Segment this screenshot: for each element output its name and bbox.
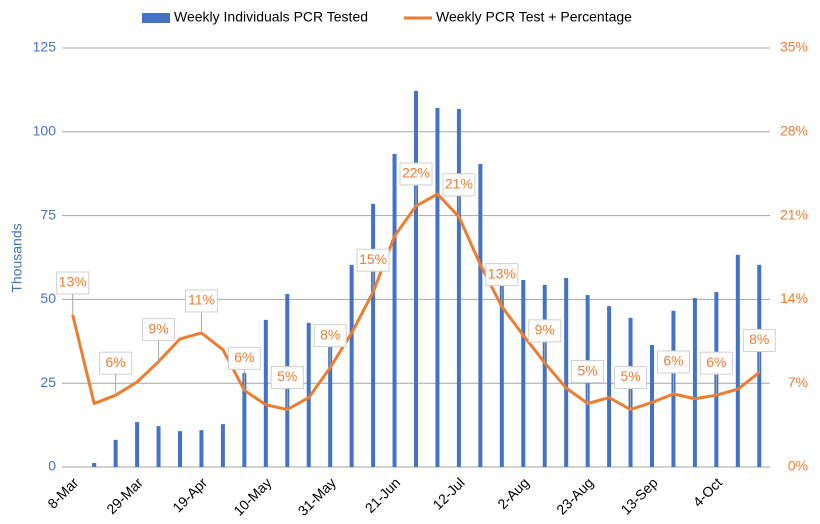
x-tick-label: 2-Aug (494, 474, 532, 512)
bar (349, 264, 354, 467)
value-label-box (99, 351, 133, 375)
x-tick-label: 21-Jun (362, 474, 404, 516)
value-label-box (399, 162, 433, 186)
y2-tick-label: 28% (780, 123, 808, 139)
y2-tick-label: 35% (780, 39, 808, 55)
value-label: 15% (359, 251, 387, 267)
y-tick-label: 125 (33, 39, 57, 55)
bar (521, 279, 526, 467)
bar (92, 462, 97, 467)
bar (178, 431, 182, 467)
value-label-box (356, 248, 390, 272)
bar (692, 298, 697, 467)
y2-tick-label: 21% (780, 206, 808, 222)
x-tick-label: 31-May (295, 474, 339, 518)
value-label: 8% (749, 331, 769, 347)
value-label: 21% (445, 176, 473, 192)
value-label-box (528, 319, 562, 343)
value-label: 22% (402, 165, 430, 181)
value-label: 13% (59, 274, 87, 290)
value-label: 11% (188, 292, 215, 308)
value-label: 5% (620, 368, 640, 384)
legend-label: Weekly PCR Test + Percentage (436, 9, 632, 25)
value-label: 9% (535, 322, 555, 338)
bar (564, 277, 569, 467)
value-label: 6% (106, 354, 126, 370)
bar (328, 331, 333, 467)
y-tick-label: 0 (48, 458, 56, 474)
x-tick-label: 23-Aug (553, 474, 596, 517)
bar (607, 306, 612, 467)
bar (242, 373, 247, 467)
value-label-box (313, 324, 347, 348)
value-label-box (184, 289, 218, 313)
y-axis-title: Thousands (9, 223, 25, 292)
bar (435, 108, 440, 468)
x-tick-label: 29-Mar (103, 474, 146, 517)
bar (499, 264, 504, 467)
bar (456, 109, 461, 467)
y-tick-label: 100 (33, 123, 57, 139)
value-label-box (227, 346, 261, 370)
y-tick-label: 75 (40, 206, 56, 222)
value-label: 6% (706, 354, 726, 370)
x-tick-label: 8-Mar (44, 474, 81, 511)
y-tick-label: 25 (40, 374, 56, 390)
value-label-box (485, 263, 519, 287)
bar (263, 319, 268, 467)
bar (199, 430, 204, 467)
x-tick-label: 13-Sep (617, 474, 660, 517)
value-label-box (656, 350, 690, 374)
value-label: 8% (320, 326, 340, 342)
value-label-box (571, 360, 605, 384)
legend-swatch (142, 13, 170, 23)
x-tick-label: 4-Oct (690, 474, 726, 510)
value-label: 9% (148, 320, 168, 336)
value-label-box (742, 328, 776, 352)
value-label-box (270, 366, 304, 390)
bar (542, 284, 547, 467)
bar (156, 426, 161, 467)
value-label-box (56, 271, 90, 295)
bar (414, 90, 418, 467)
bar (371, 203, 376, 468)
value-label: 5% (578, 362, 598, 378)
x-tick-label: 12-Jul (429, 474, 467, 512)
value-label-box (614, 366, 648, 390)
x-tick-label: 19-Apr (169, 474, 210, 515)
x-tick-label: 10-May (230, 474, 274, 518)
y2-tick-label: 14% (780, 290, 808, 306)
bar (650, 344, 654, 467)
value-label: 6% (663, 353, 683, 369)
bar (478, 163, 483, 468)
legend-label: Weekly Individuals PCR Tested (174, 9, 368, 25)
value-label: 13% (488, 265, 516, 281)
value-label-box (442, 173, 476, 197)
value-label: 6% (234, 349, 254, 365)
bar (135, 422, 140, 467)
bar (220, 424, 225, 467)
bar (392, 153, 397, 467)
value-label-box (699, 351, 733, 375)
bar (113, 439, 118, 467)
bar (306, 322, 311, 467)
y-tick-label: 50 (40, 290, 56, 306)
value-label-box (142, 318, 176, 342)
bar (735, 254, 740, 467)
value-label: 5% (277, 368, 297, 384)
y2-tick-label: 7% (788, 374, 808, 390)
y2-tick-label: 0% (788, 458, 808, 474)
